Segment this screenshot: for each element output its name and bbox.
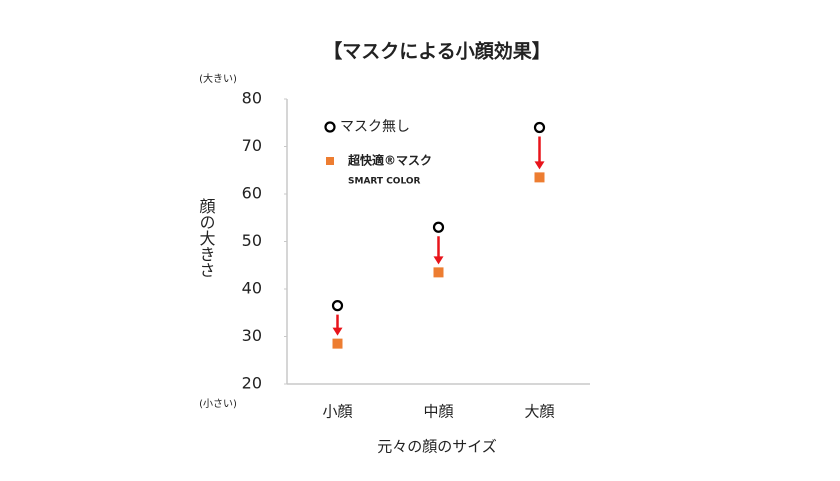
legend-label: マスク無し [340, 119, 410, 135]
point [331, 300, 344, 312]
point [533, 121, 546, 134]
x-tick-label: 大顔 [524, 403, 554, 421]
x-tick-label: 中顔 [423, 403, 453, 421]
y-axis-label: 顔の大きさ [197, 198, 216, 278]
y-tick-label: 50 [242, 231, 262, 250]
point [433, 267, 444, 278]
legend-marker [326, 157, 334, 165]
point [332, 338, 343, 349]
y-tick-label: 40 [242, 279, 262, 298]
legend-sublabel: SMART COLOR [348, 177, 421, 187]
legend-label: 超快適®マスク [347, 153, 432, 168]
x-axis-label: 元々の顔のサイズ [377, 438, 497, 456]
chart-title: 【マスクによる小顔効果】 [323, 40, 550, 63]
arrow-head [534, 161, 545, 170]
y-tick-label: 70 [242, 136, 262, 155]
x-tick-label: 小顔 [322, 403, 352, 421]
legend-marker [324, 121, 336, 133]
annotation: (小さい) [199, 398, 237, 410]
arrow-head [433, 256, 444, 265]
arrow-head [332, 327, 343, 336]
y-tick-label: 20 [242, 374, 262, 393]
annotation: (大きい) [199, 72, 237, 85]
y-tick-label: 30 [242, 326, 262, 345]
point [534, 172, 545, 183]
y-tick-label: 80 [242, 89, 262, 108]
point [432, 221, 445, 233]
y-tick-label: 60 [242, 184, 262, 203]
